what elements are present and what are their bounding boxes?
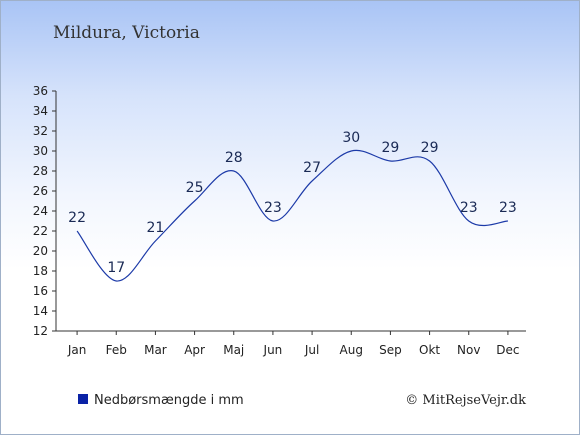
- x-tick-label: Okt: [419, 343, 440, 357]
- data-label: 23: [264, 200, 282, 216]
- data-label: 17: [107, 260, 125, 276]
- x-tick-label: Jan: [67, 343, 87, 357]
- y-tick-label: 30: [33, 144, 48, 158]
- data-label: 27: [303, 160, 321, 176]
- y-tick-label: 34: [33, 104, 48, 118]
- x-tick-label: Apr: [184, 343, 205, 357]
- x-tick-label: Mar: [144, 343, 167, 357]
- y-tick-label: 28: [33, 164, 48, 178]
- data-label: 21: [147, 220, 165, 236]
- data-label: 23: [460, 200, 478, 216]
- y-tick-label: 18: [33, 264, 48, 278]
- y-tick-label: 32: [33, 124, 48, 138]
- x-tick-label: Jun: [263, 343, 283, 357]
- y-tick-label: 36: [33, 84, 48, 98]
- y-tick-label: 22: [33, 224, 48, 238]
- y-tick-label: 16: [33, 284, 48, 298]
- x-tick-label: Feb: [106, 343, 127, 357]
- data-label: 25: [186, 180, 204, 196]
- series-line-group: [76, 149, 508, 282]
- data-labels: 22 17 21 25 28 23 27 30 29 29 23 23: [68, 130, 517, 276]
- y-tick-label: 14: [33, 304, 48, 318]
- x-tick-label: Dec: [496, 343, 519, 357]
- location-title: Mildura, Victoria: [53, 23, 200, 43]
- legend-label: Nedbørsmængde i mm: [94, 393, 244, 408]
- y-tick-label: 20: [33, 244, 48, 258]
- data-label: 29: [382, 140, 400, 156]
- x-tick-label: Nov: [457, 343, 480, 357]
- y-tick-label: 26: [33, 184, 48, 198]
- y-tick-label: 12: [33, 324, 48, 338]
- data-label: 23: [499, 200, 517, 216]
- legend-swatch: [78, 394, 88, 404]
- y-tick-label: 24: [33, 204, 48, 218]
- data-label: 22: [68, 210, 86, 226]
- axes: 12 14 16 18 20 22 24 26 28 30 32 34 36 Jan Feb Mar Apr Ma…: [33, 84, 526, 357]
- copyright-credit: © MitRejseVejr.dk: [405, 393, 526, 408]
- x-tick-label: Maj: [223, 343, 244, 357]
- x-tick-label: Jul: [304, 343, 319, 357]
- precipitation-line: [76, 149, 508, 282]
- data-label: 29: [421, 140, 439, 156]
- x-tick-label: Sep: [379, 343, 402, 357]
- data-label: 28: [225, 150, 243, 166]
- data-label: 30: [342, 130, 360, 146]
- x-tick-label: Aug: [340, 343, 363, 357]
